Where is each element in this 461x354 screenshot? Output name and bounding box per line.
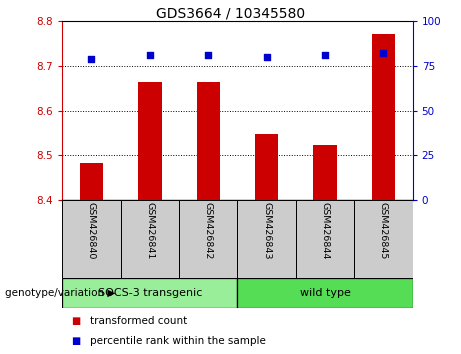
Text: genotype/variation ▶: genotype/variation ▶ <box>5 288 115 298</box>
Text: GSM426844: GSM426844 <box>320 202 330 260</box>
Text: GSM426843: GSM426843 <box>262 202 271 260</box>
Bar <box>372 34 395 200</box>
Point <box>380 51 387 56</box>
Bar <box>138 81 161 200</box>
Point <box>205 52 212 58</box>
Bar <box>237 200 296 278</box>
Bar <box>354 200 413 278</box>
Bar <box>237 278 413 308</box>
Text: SOCS-3 transgenic: SOCS-3 transgenic <box>98 288 202 298</box>
Text: ■: ■ <box>71 336 81 346</box>
Text: GSM426845: GSM426845 <box>379 202 388 260</box>
Bar <box>80 163 103 200</box>
Text: GDS3664 / 10345580: GDS3664 / 10345580 <box>156 6 305 21</box>
Text: GSM426840: GSM426840 <box>87 202 96 260</box>
Bar <box>62 278 237 308</box>
Bar <box>62 200 121 278</box>
Text: wild type: wild type <box>300 288 350 298</box>
Bar <box>179 200 237 278</box>
Point <box>146 52 154 58</box>
Text: ■: ■ <box>71 316 81 326</box>
Bar <box>121 200 179 278</box>
Bar <box>196 82 220 200</box>
Text: GSM426842: GSM426842 <box>204 202 213 260</box>
Point <box>263 54 270 60</box>
Bar <box>255 134 278 200</box>
Bar <box>313 145 337 200</box>
Text: percentile rank within the sample: percentile rank within the sample <box>90 336 266 346</box>
Text: GSM426841: GSM426841 <box>145 202 154 260</box>
Point <box>88 56 95 62</box>
Point <box>321 52 329 58</box>
Text: transformed count: transformed count <box>90 316 187 326</box>
Bar <box>296 200 354 278</box>
